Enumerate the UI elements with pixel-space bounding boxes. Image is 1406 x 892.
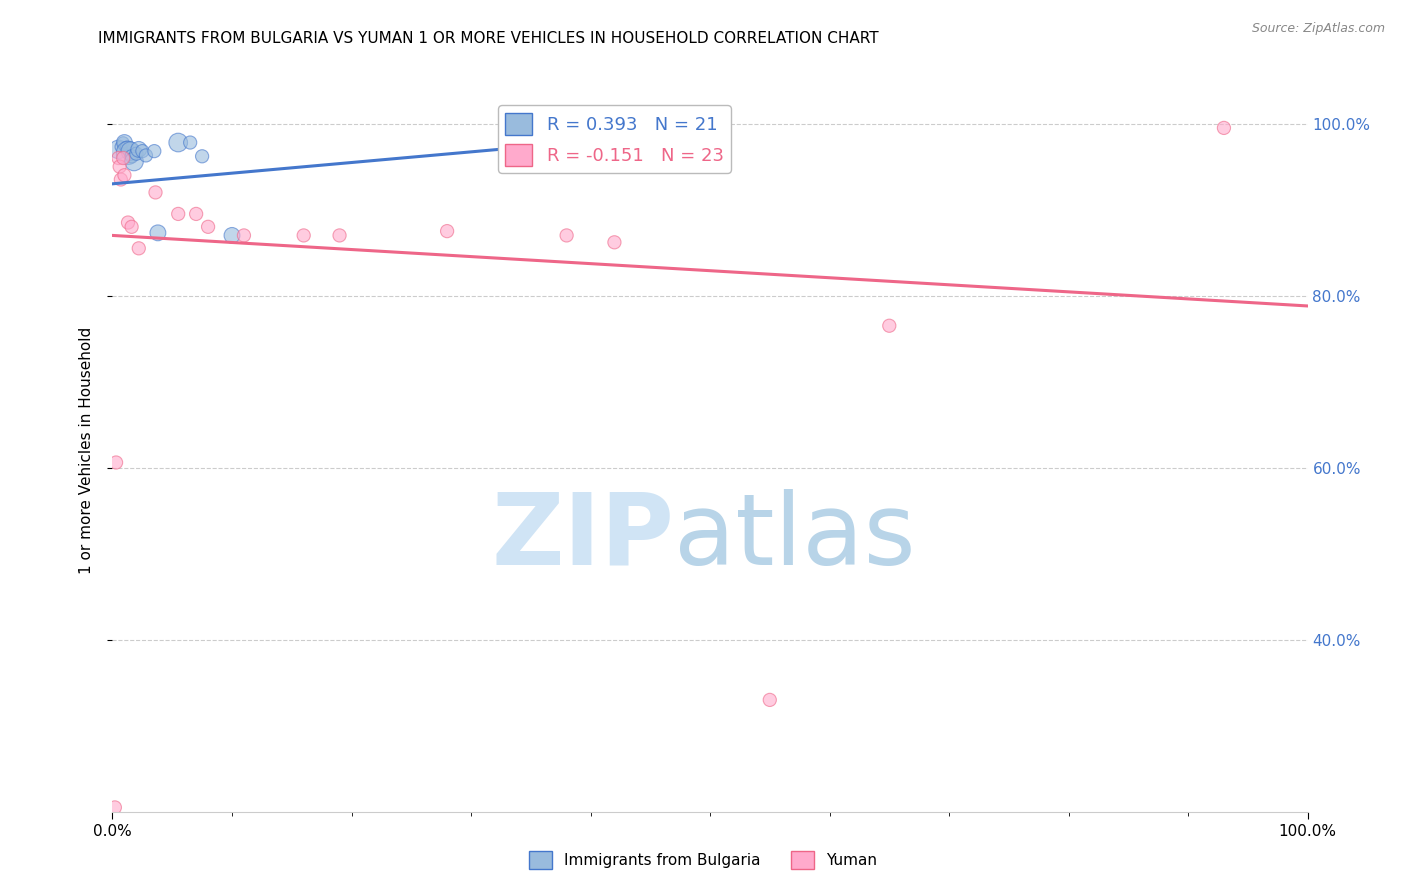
Point [121, 219, 143, 234]
Point [135, 148, 157, 162]
Point [179, 136, 201, 150]
Point [110, 140, 132, 154]
Point [108, 160, 131, 174]
Legend: Immigrants from Bulgaria, Yuman: Immigrants from Bulgaria, Yuman [523, 845, 883, 875]
Point [436, 224, 458, 238]
Point [107, 151, 129, 165]
Point [105, 456, 128, 470]
Point [555, 228, 578, 243]
Point [128, 241, 150, 255]
Point [197, 219, 219, 234]
Point [107, 142, 129, 157]
Point [117, 145, 139, 160]
Point [329, 228, 352, 243]
Point [121, 149, 143, 163]
Point [143, 144, 166, 158]
Point [221, 228, 243, 243]
Point [145, 186, 167, 200]
Point [131, 144, 153, 158]
Point [112, 136, 135, 150]
Point [128, 142, 150, 157]
Point [167, 136, 190, 150]
Point [603, 235, 626, 250]
Point [603, 136, 626, 150]
Point [146, 226, 169, 240]
Point [114, 136, 135, 150]
Point [114, 168, 135, 182]
Point [167, 207, 190, 221]
Point [122, 154, 145, 169]
Point [186, 207, 208, 221]
Point [191, 149, 214, 163]
Point [120, 144, 142, 158]
Point [233, 228, 256, 243]
Text: Source: ZipAtlas.com: Source: ZipAtlas.com [1251, 22, 1385, 36]
Point [112, 151, 135, 165]
Point [115, 141, 138, 155]
Point [125, 146, 148, 161]
Point [879, 318, 901, 333]
Point [104, 800, 127, 814]
Text: atlas: atlas [675, 489, 915, 586]
Point [292, 228, 315, 243]
Point [555, 136, 578, 150]
Legend: R = 0.393   N = 21, R = -0.151   N = 23: R = 0.393 N = 21, R = -0.151 N = 23 [498, 105, 731, 173]
Point [117, 215, 139, 229]
Text: IMMIGRANTS FROM BULGARIA VS YUMAN 1 OR MORE VEHICLES IN HOUSEHOLD CORRELATION CH: IMMIGRANTS FROM BULGARIA VS YUMAN 1 OR M… [98, 31, 879, 46]
Point [110, 172, 132, 186]
Text: ZIP: ZIP [491, 489, 675, 586]
Point [759, 693, 782, 707]
Y-axis label: 1 or more Vehicles in Household: 1 or more Vehicles in Household [79, 326, 94, 574]
Point [1213, 120, 1236, 135]
